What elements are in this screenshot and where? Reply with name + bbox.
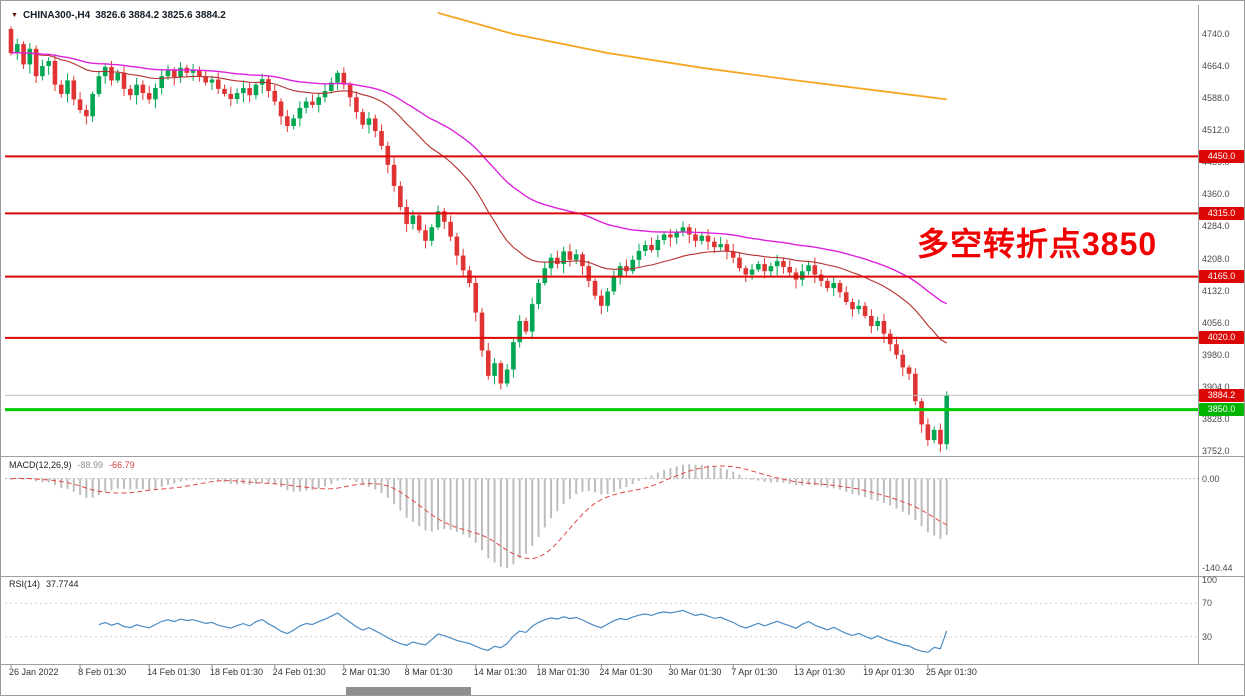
rsi-line	[98, 609, 948, 653]
candlesticks	[8, 26, 950, 453]
time-axis-label: 14 Mar 01:30	[473, 667, 527, 677]
price-axis-label: 4360.0	[1202, 189, 1230, 200]
rsi-axis-label: 100	[1202, 575, 1218, 585]
price-axis-label: 3828.0	[1202, 413, 1230, 424]
bottom-gray-strip	[346, 687, 471, 695]
price-axis-label: 3752.0	[1202, 445, 1230, 456]
macd-signal-value: -66.79	[109, 460, 135, 470]
time-axis-label: 7 Apr 01:30	[731, 667, 778, 677]
price-axis-label: 4588.0	[1202, 93, 1230, 104]
annotation-text: 多空转折点3850	[917, 226, 1158, 262]
macd-histogram	[10, 464, 948, 568]
time-axis-label: 13 Apr 01:30	[794, 667, 846, 677]
price-badge-4450.0: 4450.0	[1199, 149, 1244, 163]
macd-name: MACD(12,26,9)	[9, 460, 72, 470]
ma-slow-line	[10, 51, 948, 305]
time-axis-label: 24 Mar 01:30	[599, 667, 653, 677]
price-badge-3884.2: 3884.2	[1199, 388, 1244, 402]
macd-signal-line	[10, 465, 947, 560]
rsi-axis-label: 70	[1202, 598, 1213, 609]
ohlc-values: 3826.6 3884.2 3825.6 3884.2	[95, 10, 226, 21]
rsi-indicator-label: RSI(14) 37.7744	[9, 579, 79, 589]
time-axis-label: 26 Jan 2022	[9, 667, 59, 677]
time-axis-label: 19 Apr 01:30	[863, 667, 915, 677]
price-axis-label: 4056.0	[1202, 317, 1230, 328]
rsi-value: 37.7744	[46, 579, 79, 589]
macd-indicator-label: MACD(12,26,9) -88.99 -66.79	[9, 460, 135, 470]
price-axis-label: 4284.0	[1202, 221, 1230, 232]
price-badge-4315.0: 4315.0	[1199, 206, 1244, 220]
price-axis-label: 4740.0	[1202, 29, 1230, 39]
time-axis-label: 2 Mar 01:30	[341, 667, 390, 677]
price-badge-4020.0: 4020.0	[1199, 331, 1244, 345]
price-badge-4165.0: 4165.0	[1199, 270, 1244, 284]
macd-main-value: -88.99	[77, 460, 104, 470]
time-axis-label: 18 Feb 01:30	[209, 667, 263, 677]
symbol-label: CHINA300-,H4	[22, 10, 91, 21]
rsi-name: RSI(14)	[9, 579, 41, 589]
rsi-axis-label: 30	[1202, 631, 1213, 642]
time-axis-label: 8 Mar 01:30	[404, 667, 453, 677]
time-axis-label: 30 Mar 01:30	[668, 667, 722, 677]
price-axis-label: 4664.0	[1202, 61, 1230, 72]
ma-long-line	[437, 12, 947, 101]
price-axis-label: 4132.0	[1202, 285, 1230, 296]
macd-axis-label: 0.00	[1202, 473, 1220, 484]
price-axis-label: 3904.0	[1202, 381, 1230, 392]
time-axis-label: 24 Feb 01:30	[272, 667, 326, 677]
macd-axis-label: -140.44	[1202, 563, 1233, 573]
symbol-title: ▼ CHINA300-,H4 3826.6 3884.2 3825.6 3884…	[11, 10, 226, 21]
time-axis-label: 25 Apr 01:30	[925, 667, 977, 677]
price-badge-3850.0: 3850.0	[1199, 403, 1244, 417]
dropdown-triangle-icon: ▼	[11, 11, 18, 19]
ma-fast-line	[10, 51, 947, 344]
time-axis-label: 18 Mar 01:30	[536, 667, 590, 677]
price-axis-label: 4512.0	[1202, 125, 1230, 136]
time-axis-label: 14 Feb 01:30	[147, 667, 201, 677]
price-axis-label: 3980.0	[1202, 349, 1230, 360]
price-axis-label: 4208.0	[1202, 253, 1230, 264]
time-axis-label: 8 Feb 01:30	[78, 667, 127, 677]
